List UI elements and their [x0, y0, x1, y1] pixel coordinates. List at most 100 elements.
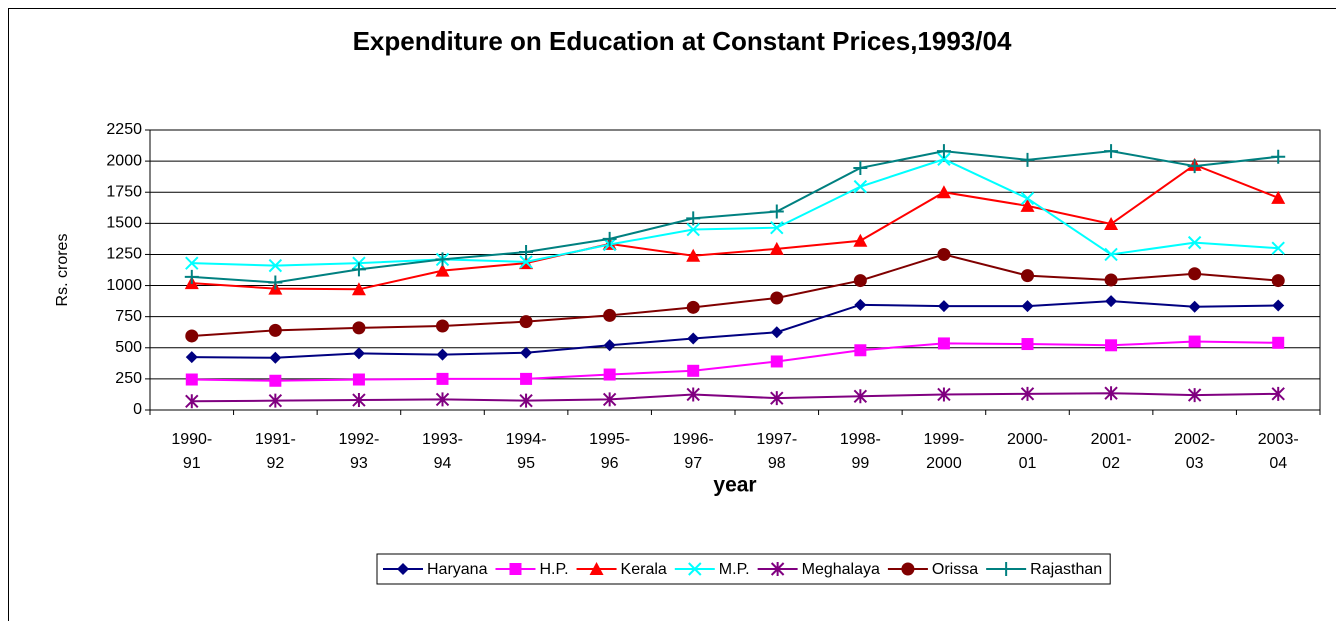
y-tick-label: 750 [115, 308, 142, 325]
marker [435, 252, 450, 267]
marker [589, 562, 604, 575]
marker [853, 179, 868, 194]
marker [184, 269, 199, 284]
marker [1104, 144, 1119, 159]
legend-label: Haryana [427, 561, 488, 578]
marker [603, 368, 616, 381]
x-axis-label: year [713, 474, 756, 497]
marker [509, 563, 522, 575]
legend-label: M.P. [719, 561, 750, 578]
x-tick-label: 2002-03 [1174, 431, 1215, 472]
marker [185, 351, 198, 364]
marker [1271, 274, 1285, 288]
y-tick-label: 1500 [106, 215, 142, 232]
marker [686, 300, 700, 314]
x-tick-label: 2001-02 [1091, 431, 1132, 472]
marker [1020, 191, 1035, 206]
marker [351, 282, 366, 296]
marker [603, 339, 616, 352]
marker [602, 392, 617, 407]
marker [1271, 149, 1286, 164]
x-tick-label: 2003-04 [1258, 431, 1299, 472]
marker [1104, 216, 1119, 230]
marker [686, 387, 700, 402]
x-tick-label: 1992-93 [338, 431, 379, 472]
marker [686, 222, 700, 237]
marker [937, 300, 950, 313]
marker [1188, 267, 1202, 281]
marker [603, 308, 617, 322]
marker [770, 391, 784, 406]
y-tick-label: 250 [115, 370, 142, 387]
marker [520, 346, 533, 359]
marker [770, 220, 784, 235]
marker [1272, 299, 1285, 312]
chart-title: Expenditure on Education at Constant Pri… [353, 26, 1012, 56]
series-line [191, 253, 1279, 337]
marker [519, 315, 533, 329]
marker [769, 204, 784, 219]
legend-label: Orissa [932, 561, 978, 578]
marker [854, 344, 867, 357]
series-line [191, 392, 1279, 403]
marker [1020, 198, 1035, 212]
y-axis-label: Rs. crores [54, 234, 71, 307]
marker [1020, 152, 1035, 167]
marker [268, 393, 283, 408]
marker [1271, 386, 1285, 401]
y-tick-label: 1000 [106, 277, 142, 294]
marker [770, 355, 783, 368]
marker [520, 372, 533, 385]
marker [853, 160, 868, 175]
marker [853, 274, 867, 288]
x-tick-label: 1997-98 [756, 431, 797, 472]
marker [1104, 247, 1118, 262]
marker [1021, 338, 1034, 351]
marker [268, 323, 282, 337]
marker [936, 185, 951, 199]
marker [901, 562, 915, 576]
marker [1271, 241, 1285, 255]
marker [352, 347, 365, 360]
marker [770, 326, 783, 339]
marker [1187, 159, 1202, 174]
marker [268, 258, 283, 273]
marker [185, 394, 199, 409]
series-line [191, 300, 1279, 359]
marker [854, 298, 867, 311]
x-tick-label: 2000-01 [1007, 431, 1048, 472]
marker [937, 337, 950, 350]
marker [1188, 335, 1201, 348]
marker [770, 291, 784, 305]
marker [937, 152, 951, 166]
marker [770, 562, 785, 576]
marker [936, 144, 951, 159]
y-tick-label: 500 [115, 339, 142, 356]
x-tick-label: 1993-94 [422, 431, 463, 472]
marker [687, 364, 700, 377]
legend-label: Kerala [621, 561, 667, 578]
chart-frame [8, 8, 1336, 621]
marker [1104, 386, 1118, 401]
legend: Haryana H.P. Kerala M.P. Meghalaya Orissa Raja… [376, 553, 1111, 585]
marker [686, 211, 701, 226]
legend-label: Rajasthan [1030, 561, 1102, 578]
series-line [191, 163, 1279, 291]
marker [436, 372, 449, 385]
legend-label: Meghalaya [802, 561, 880, 578]
marker [351, 262, 366, 277]
marker [1105, 295, 1118, 308]
marker [999, 562, 1014, 576]
marker [436, 319, 449, 333]
series-line [191, 150, 1279, 284]
x-tick-label: 1999-2000 [923, 431, 964, 472]
marker [853, 389, 868, 404]
marker [185, 373, 198, 386]
y-tick-label: 2000 [106, 152, 142, 169]
marker [436, 348, 449, 361]
series-line [191, 158, 1279, 267]
marker [185, 329, 199, 343]
x-tick-label: 1990-91 [171, 431, 212, 472]
marker [435, 263, 450, 277]
